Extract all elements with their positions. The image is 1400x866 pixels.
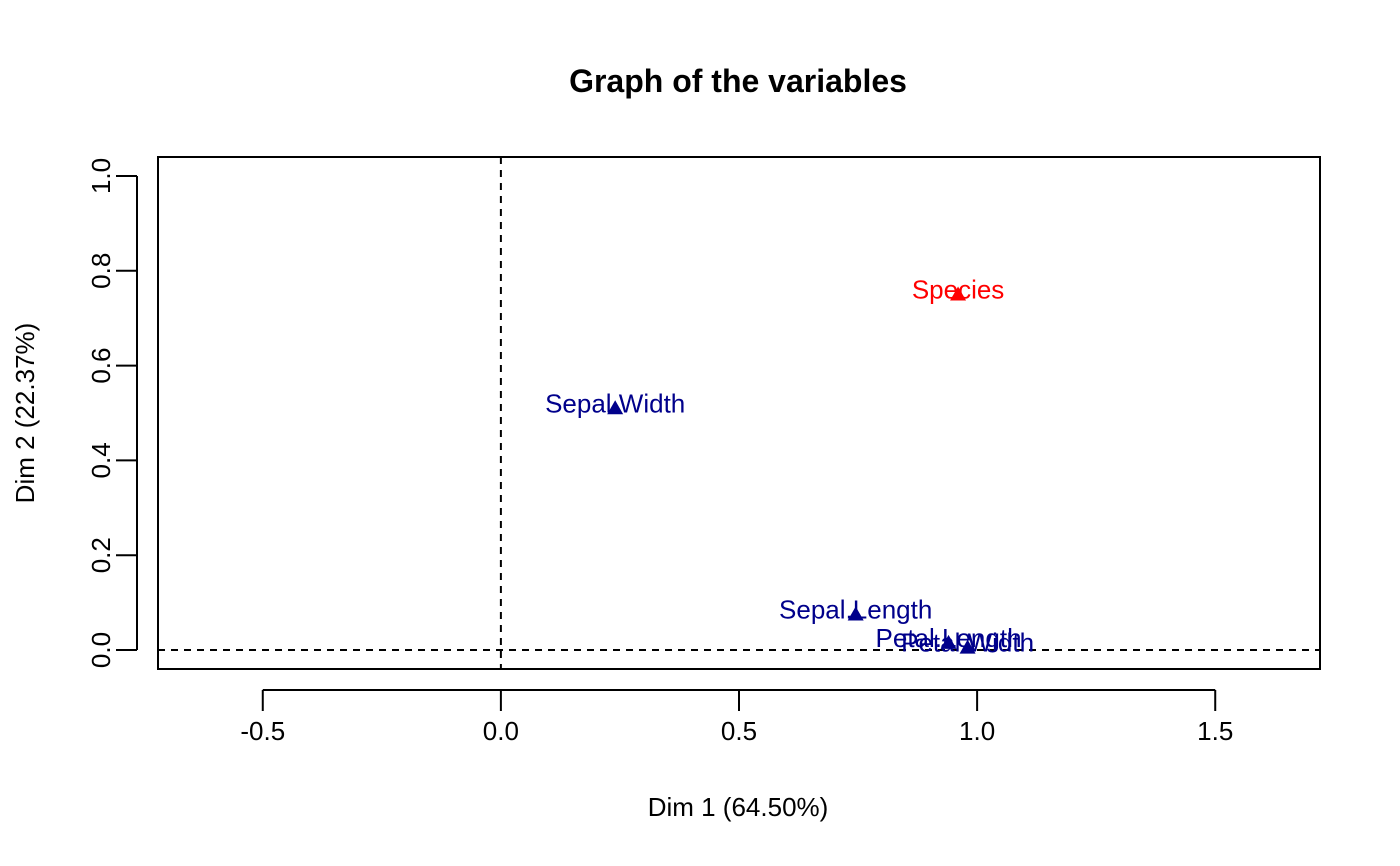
y-axis-label: Dim 2 (22.37%) bbox=[10, 323, 40, 504]
x-tick-label: -0.5 bbox=[240, 716, 285, 746]
plot-frame bbox=[157, 156, 1321, 670]
point-label: Sepal.Length bbox=[779, 594, 932, 624]
point-marker bbox=[959, 639, 976, 654]
point-marker bbox=[607, 400, 624, 415]
y-tick-label: 0.4 bbox=[86, 442, 116, 478]
y-tick-label: 0.0 bbox=[86, 632, 116, 668]
y-tick-label: 0.6 bbox=[86, 348, 116, 384]
point-label: Petal.Width bbox=[901, 628, 1034, 658]
x-tick-label: 0.5 bbox=[721, 716, 757, 746]
plot-area: -0.5 0.0 0.5 1.0 1.5 0.0 0.2 0.4 0.6 0.8 1.0 Sepal.… bbox=[86, 156, 1321, 746]
point-label: Species bbox=[912, 274, 1005, 304]
point-marker bbox=[847, 606, 864, 621]
x-tick-label: 1.5 bbox=[1197, 716, 1233, 746]
y-tick-label: 0.8 bbox=[86, 253, 116, 289]
x-tick-label: 1.0 bbox=[959, 716, 995, 746]
point-marker bbox=[940, 634, 957, 649]
point-marker bbox=[950, 286, 967, 301]
point-label: Petal.Length bbox=[876, 623, 1022, 653]
x-axis-label: Dim 1 (64.50%) bbox=[648, 792, 829, 822]
y-tick-label: 1.0 bbox=[86, 158, 116, 194]
chart-title: Graph of the variables bbox=[569, 63, 907, 99]
point-label: Sepal.Width bbox=[545, 388, 685, 418]
y-tick-label: 0.2 bbox=[86, 537, 116, 573]
x-tick-label: 0.0 bbox=[483, 716, 519, 746]
